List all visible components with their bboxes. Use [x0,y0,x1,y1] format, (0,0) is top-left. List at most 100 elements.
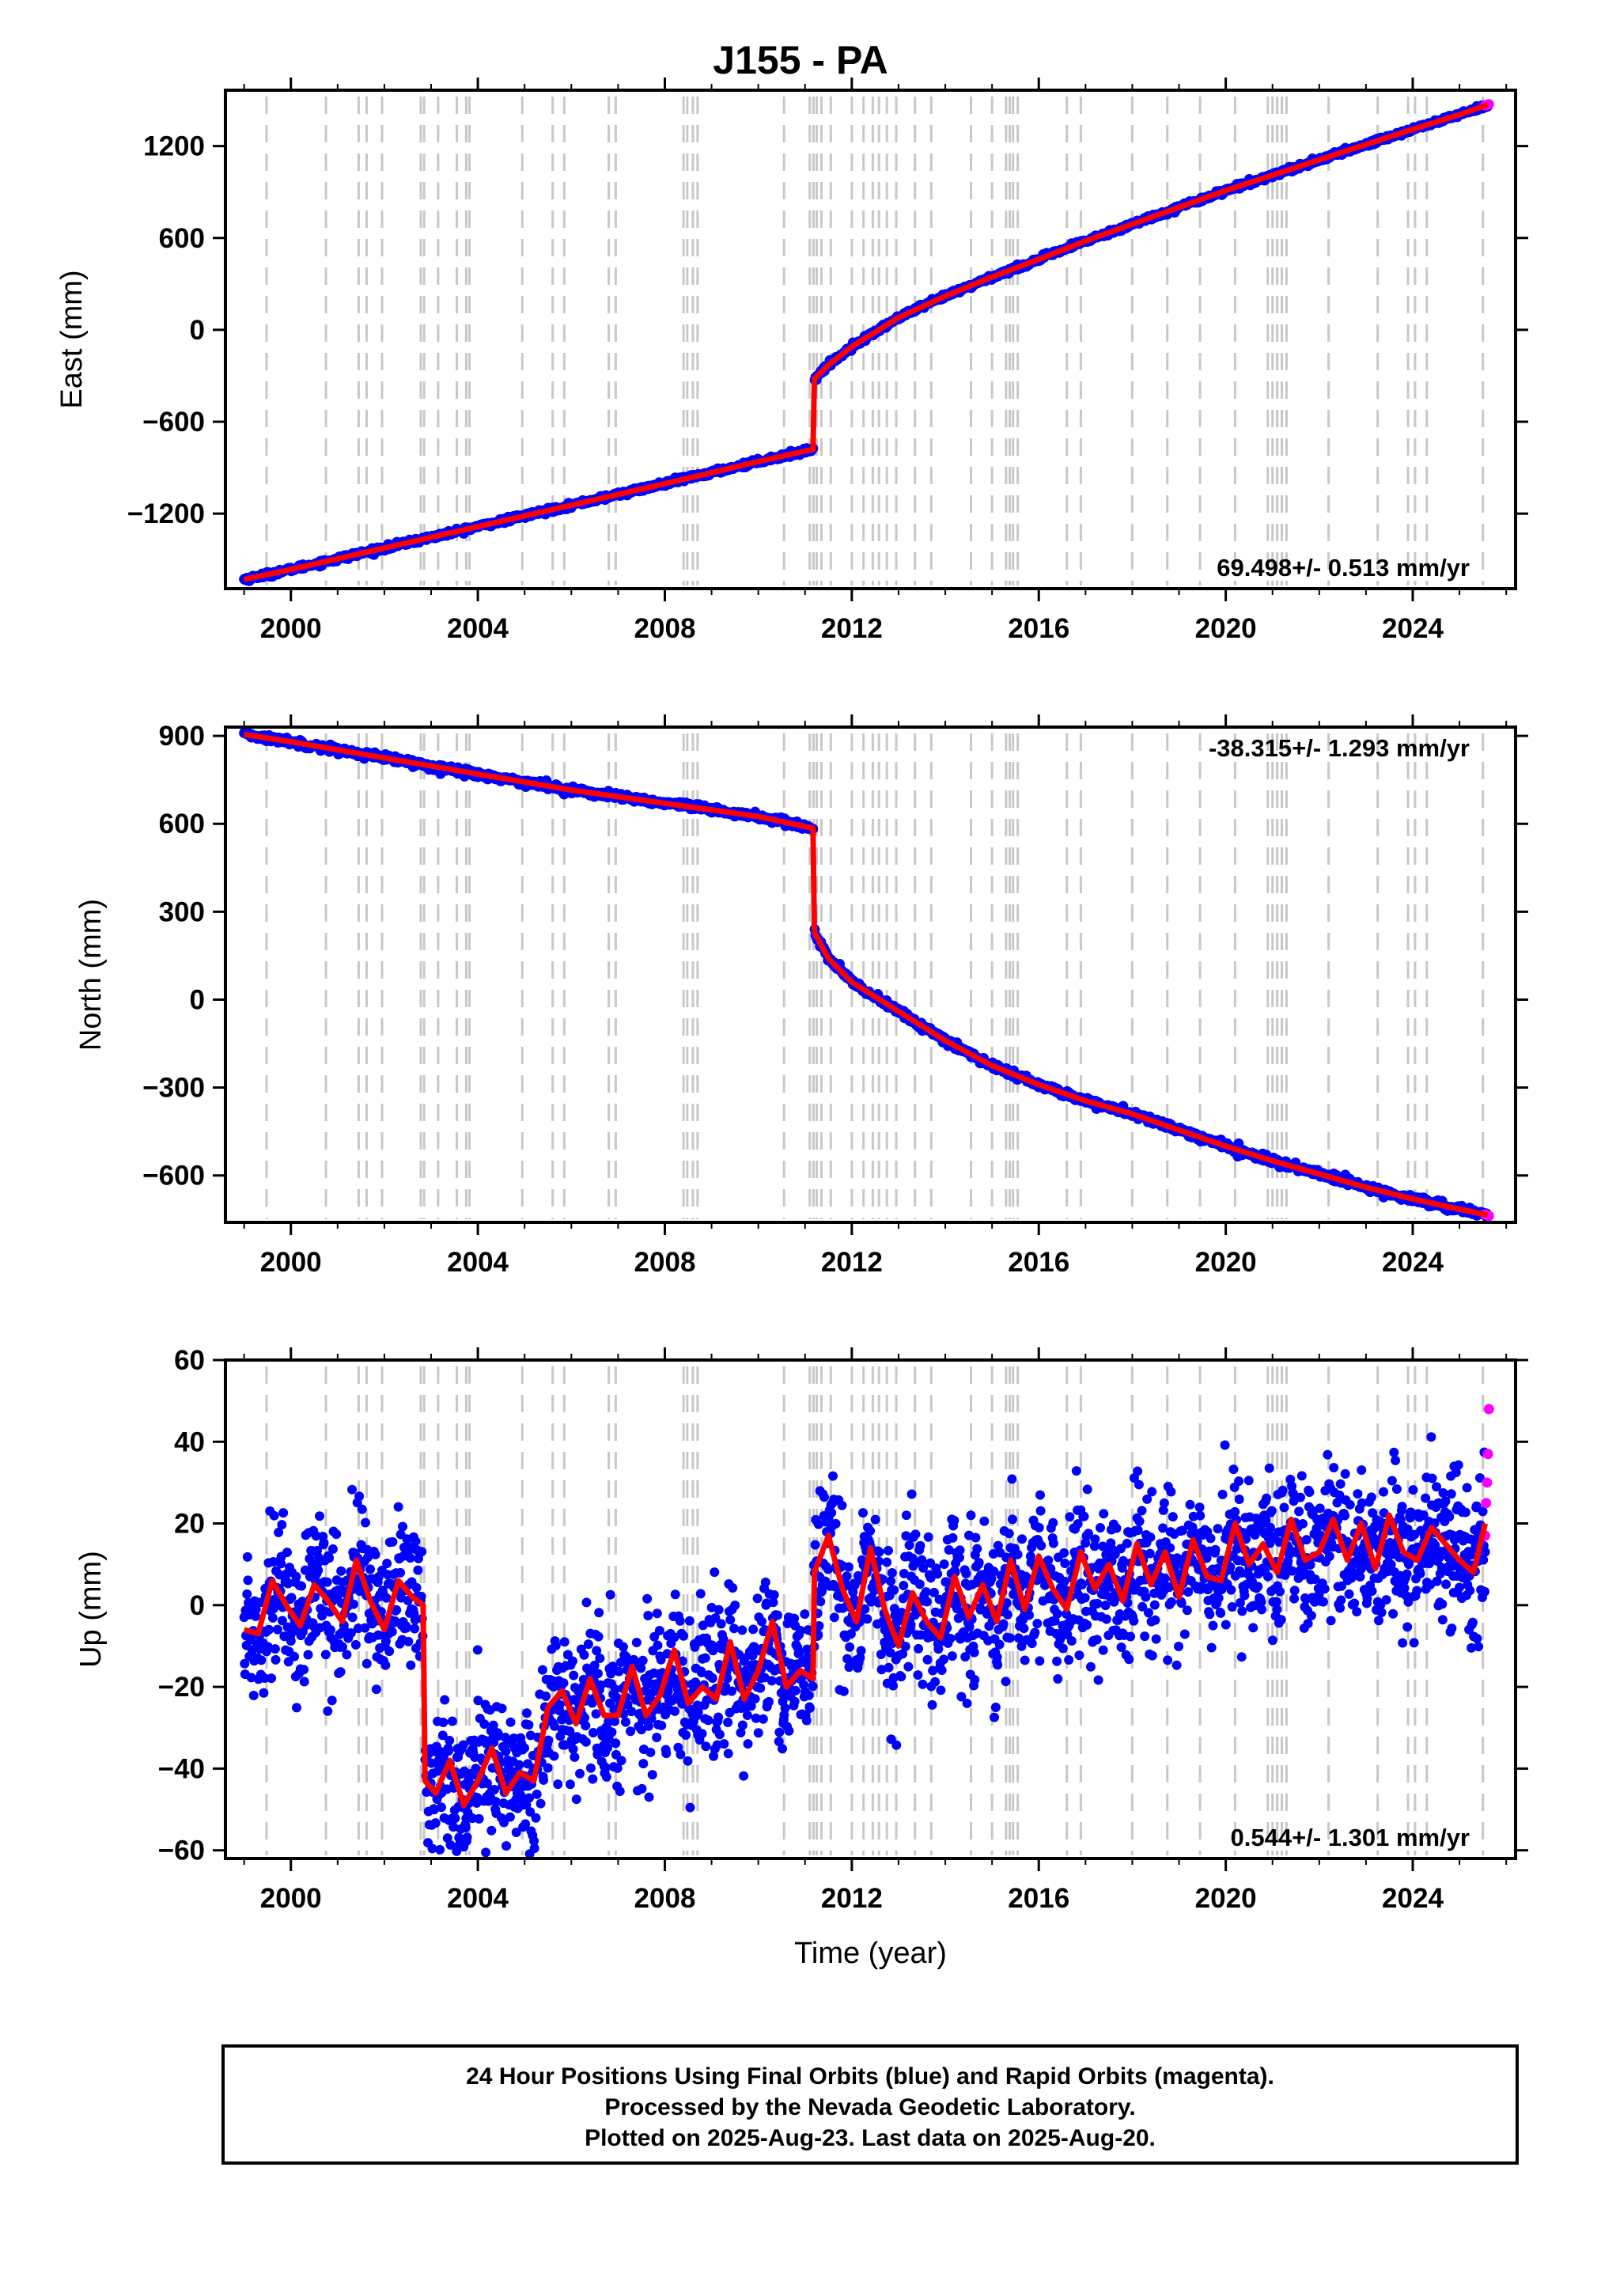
final-orbit-point [823,1564,833,1574]
final-orbit-point [501,1746,511,1756]
final-orbit-point [337,1642,347,1652]
final-orbit-point [656,1654,666,1665]
final-orbit-point [900,1642,910,1652]
final-orbit-point [315,1511,325,1521]
final-orbit-point [299,1677,309,1687]
y-tick-label: 0 [190,315,205,346]
final-orbit-point [751,1713,761,1723]
final-orbit-point [831,1518,841,1529]
final-orbit-point [804,1703,815,1713]
final-orbit-point [1019,1623,1029,1634]
final-orbit-point [539,1775,549,1785]
final-orbit-point [684,1616,695,1626]
final-orbit-point [1092,1598,1103,1608]
y-tick-label: 600 [159,809,205,839]
y-tick-label: −600 [142,407,205,438]
final-orbit-point [324,1553,335,1563]
final-orbit-point [371,1684,381,1695]
x-tick-label: 2004 [447,613,509,644]
final-orbit-point [559,1637,570,1647]
y-tick-label: −300 [142,1073,205,1104]
final-orbit-point [921,1587,931,1597]
final-orbit-point [450,1813,460,1824]
final-orbit-point [585,1763,596,1773]
final-orbit-point [449,1822,459,1832]
final-orbit-point [271,1654,281,1665]
final-orbit-point [843,1562,853,1572]
final-orbit-point [742,1710,752,1720]
final-orbit-point [906,1620,916,1630]
final-orbit-point [1048,1517,1058,1528]
final-orbit-point [889,1585,899,1595]
final-orbit-point [1043,1555,1054,1566]
final-orbit-point [1013,1633,1024,1643]
final-orbit-point [816,1597,826,1607]
final-orbit-point [722,1673,732,1684]
final-orbit-point [794,1647,804,1658]
final-orbit-point [427,1843,437,1854]
final-orbit-point [904,1540,914,1551]
final-orbit-point [636,1663,646,1673]
final-orbit-point [700,1653,710,1663]
final-orbit-point [801,1715,812,1726]
final-orbit-point [652,1732,662,1742]
final-orbit-point [1073,1519,1083,1529]
final-orbit-point [519,1743,529,1753]
final-orbit-point [350,1639,361,1650]
final-orbit-point [802,1652,812,1662]
east-panel: 2000 2004 2008 2012 2016 2020 2024−1200−600060… [55,78,1528,644]
final-orbit-point [1101,1614,1111,1624]
final-orbit-point [789,1613,800,1623]
y-tick-label: 300 [159,896,205,927]
final-orbit-point [1064,1655,1074,1665]
final-orbit-point [789,1696,800,1707]
final-orbit-point [581,1597,592,1608]
final-orbit-point [348,1599,358,1609]
final-orbit-point [1046,1563,1056,1574]
final-orbit-point [829,1612,839,1623]
final-orbit-point [269,1510,279,1521]
final-orbit-point [723,1749,733,1759]
final-orbit-point [647,1770,657,1780]
final-orbit-point [489,1784,499,1794]
final-orbit-point [360,1623,370,1633]
final-orbit-point [626,1726,636,1737]
final-orbit-point [713,1712,724,1722]
final-orbit-point [475,1867,484,1877]
final-orbit-point [614,1666,624,1677]
final-orbit-point [652,1608,662,1619]
final-orbit-point [644,1792,654,1802]
final-orbit-point [565,1779,575,1790]
x-tick-label: 2008 [634,613,696,644]
final-orbit-point [595,1653,605,1663]
final-orbit-point [990,1703,1001,1713]
final-orbit-point [653,1640,663,1650]
final-orbit-point [327,1695,337,1706]
final-orbit-point [1050,1616,1060,1626]
final-orbit-point [819,1492,830,1502]
final-orbit-point [618,1642,628,1652]
y-tick-label: 1200 [143,131,205,162]
final-orbit-point [865,1526,876,1536]
final-orbit-point [772,1610,782,1620]
final-orbit-point [1083,1529,1093,1539]
final-orbit-point [277,1616,287,1626]
final-orbit-point [565,1726,575,1737]
final-orbit-point [748,1650,758,1661]
final-orbit-point [1001,1677,1011,1687]
final-orbit-point [267,1673,277,1684]
final-orbit-point [303,1650,313,1660]
final-orbit-point [870,1514,880,1525]
final-orbit-point [282,1548,292,1558]
final-orbit-point [401,1623,411,1633]
final-orbit-point [910,1529,921,1540]
final-orbit-point [759,1673,770,1683]
x-tick-label: 2016 [1008,613,1069,644]
final-orbit-point [901,1510,911,1521]
final-orbit-point [1082,1484,1092,1495]
final-orbit-point [707,1673,717,1683]
final-orbit-point [956,1692,967,1702]
final-orbit-point [382,1559,392,1569]
plot-frame [224,89,1517,590]
final-orbit-point [882,1557,892,1567]
